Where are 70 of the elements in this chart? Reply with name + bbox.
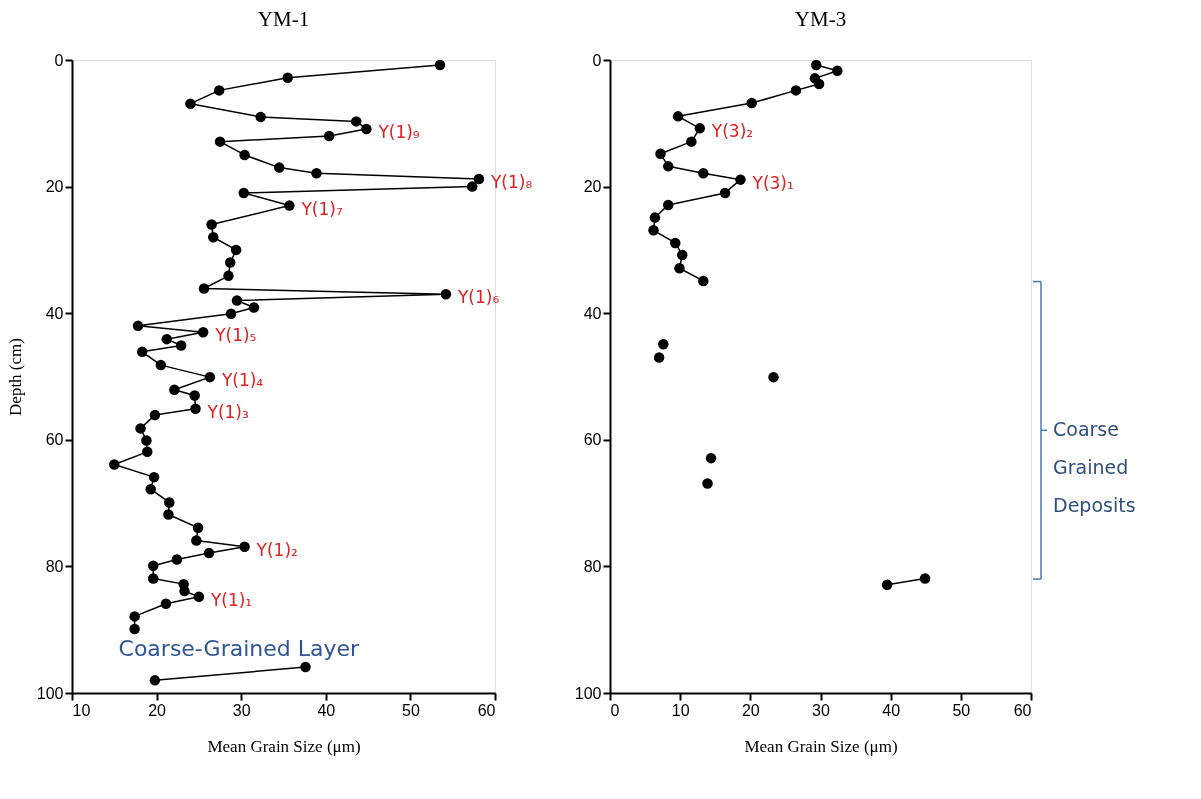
point xyxy=(919,573,931,584)
point xyxy=(698,168,709,179)
point xyxy=(674,263,685,274)
point xyxy=(811,59,822,71)
point xyxy=(655,148,666,159)
y-tick-label: 60 xyxy=(45,431,64,449)
annotation: Y(1)₃ xyxy=(206,401,249,422)
x-tick-label: 10 xyxy=(72,701,91,719)
x-tick-label: 30 xyxy=(812,701,830,719)
chart-title: YM-3 xyxy=(794,7,847,31)
point xyxy=(649,212,661,223)
point xyxy=(694,123,706,134)
annotation: Y(1)₉ xyxy=(377,122,420,142)
annotation: Y(1)₅ xyxy=(214,325,257,346)
y-tick-label: 0 xyxy=(54,51,64,69)
x-tick-label: 40 xyxy=(317,701,336,719)
x-tick-label: 20 xyxy=(741,701,760,719)
annotation: Y(1)₁ xyxy=(209,589,253,610)
point xyxy=(662,199,674,211)
y-tick-label: 20 xyxy=(583,178,602,196)
annotation: Y(1)₇ xyxy=(300,198,343,219)
point xyxy=(746,97,757,109)
point xyxy=(735,174,746,185)
text: Coarse Grained Deposits xyxy=(1053,418,1136,517)
x-tick-label: 60 xyxy=(1013,701,1032,719)
point xyxy=(768,371,779,383)
point xyxy=(881,579,893,590)
y-tick-label: 80 xyxy=(45,557,64,575)
point xyxy=(677,249,688,261)
x-tick-label: 20 xyxy=(148,701,167,719)
x-tick-label: 50 xyxy=(402,701,420,719)
annotation: Y(3)₂ xyxy=(710,121,754,142)
y-tick-label: 100 xyxy=(574,684,602,702)
point xyxy=(658,338,669,350)
y-tick-label: 80 xyxy=(583,557,602,575)
y-tick-label: 40 xyxy=(45,304,64,322)
x-axis-title: Mean Grain Size (μm) xyxy=(744,736,898,756)
chart-title: YM-1 xyxy=(257,7,310,31)
point xyxy=(653,352,665,363)
point xyxy=(832,65,843,76)
y-tick-label: 0 xyxy=(592,51,602,69)
point xyxy=(648,225,659,236)
x-tick-label: 0 xyxy=(610,701,620,719)
point xyxy=(686,136,697,147)
point xyxy=(670,237,681,249)
annotation: Coarse-Grained Layer xyxy=(118,635,361,661)
point xyxy=(705,452,717,464)
point xyxy=(719,187,731,199)
y-tick-label: 20 xyxy=(45,178,64,196)
y-tick-label: 100 xyxy=(36,684,64,702)
annotation: Y(3)₁ xyxy=(751,172,794,193)
y-tick-label: 60 xyxy=(583,431,602,449)
x-tick-label: 10 xyxy=(671,701,690,719)
x-tick-label: 50 xyxy=(952,701,971,719)
x-tick-label: 30 xyxy=(232,701,251,719)
y-tick-label: 40 xyxy=(583,304,602,322)
annotation: Y(1)₂ xyxy=(255,539,298,560)
y-axis-title: Depth (cm) xyxy=(5,338,25,416)
point xyxy=(813,78,825,90)
x-tick-label: 40 xyxy=(882,701,901,719)
point xyxy=(662,161,674,172)
point xyxy=(698,275,709,287)
point xyxy=(672,111,684,122)
point xyxy=(702,478,713,489)
annotation: Y(1)₆ xyxy=(456,287,500,308)
x-tick-label: 60 xyxy=(477,701,496,719)
annotation: Y(1)₄ xyxy=(220,370,264,391)
point xyxy=(790,85,802,96)
annotation: Y(1)₈ xyxy=(489,172,533,192)
x-axis-title: Mean Grain Size (μm) xyxy=(207,736,361,756)
